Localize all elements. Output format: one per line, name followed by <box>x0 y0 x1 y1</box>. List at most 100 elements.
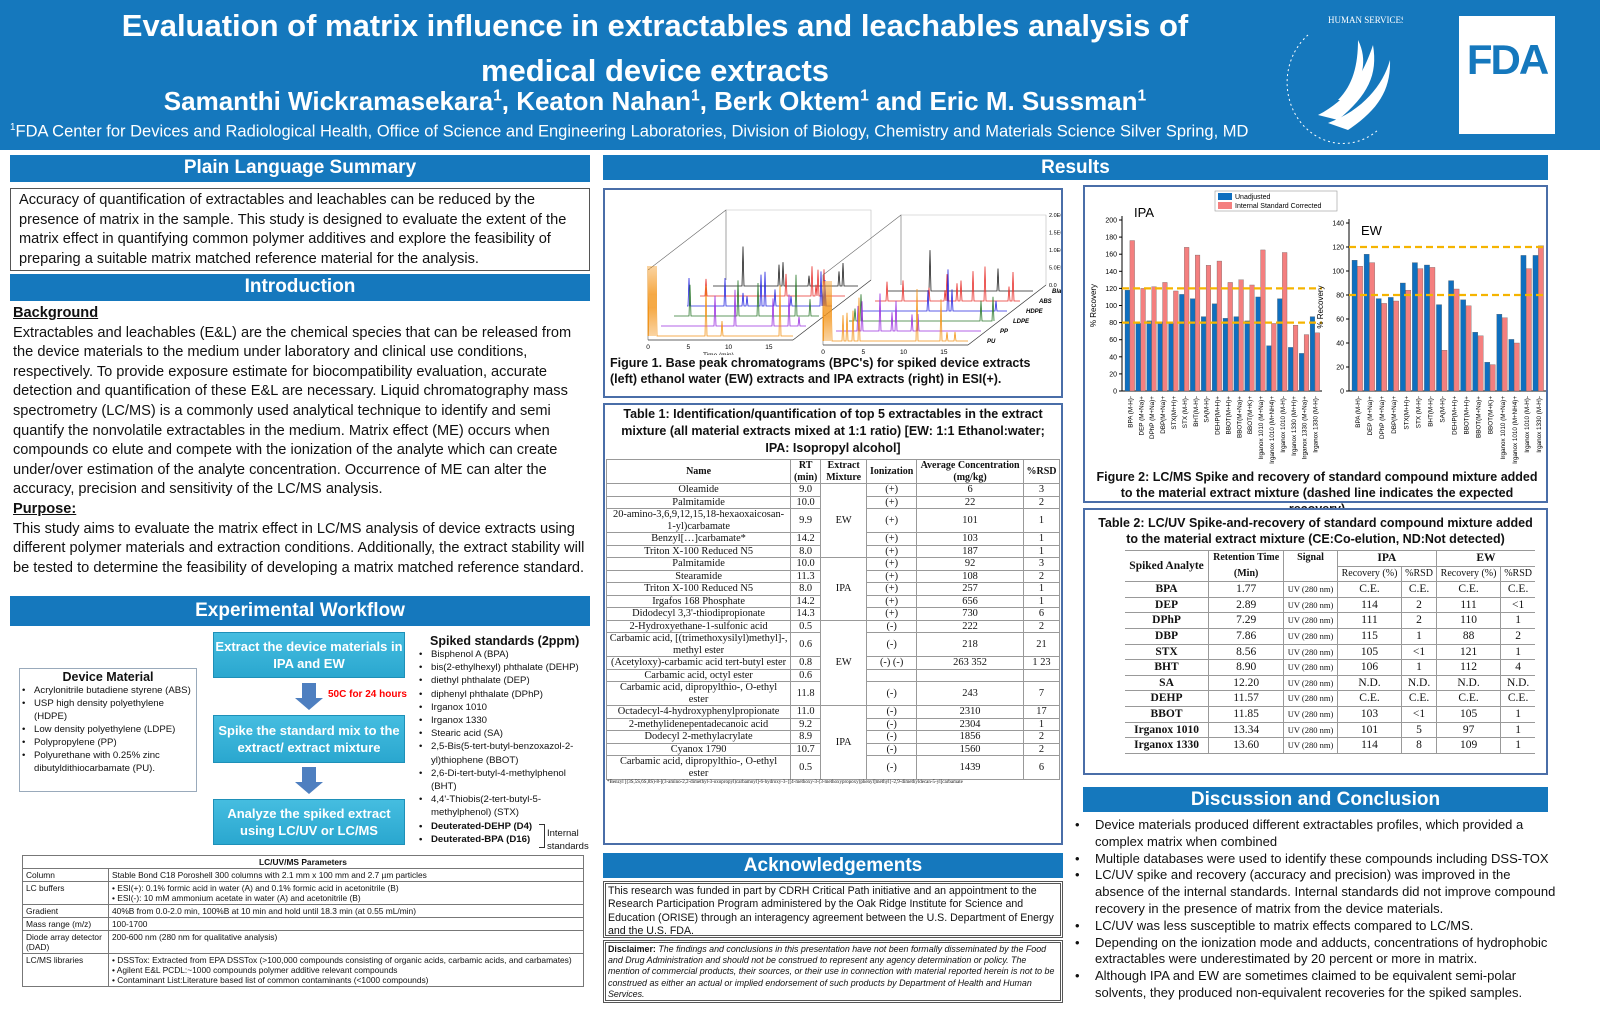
retention-time: 0.8 <box>790 656 822 670</box>
table-1-row: Carbamic acid, dipropylthio-, O-ethyl es… <box>605 755 1060 780</box>
sample-label: Blank <box>1052 289 1061 295</box>
ionization: (-) <box>866 632 918 657</box>
y-axis-label: % Recovery <box>1316 285 1325 328</box>
internal-standard-item: Deuterated-BPA (D16) <box>417 833 593 846</box>
parameter-value-line: • ESI(-): 10 mM ammonium acetate in wate… <box>112 893 361 903</box>
rsd: 2 <box>1023 742 1060 756</box>
table-2-row: SA 12.20 UV (280 nm) N.D. N.D. N.D. N.D. <box>1125 674 1535 692</box>
x-tick-label: BHT(M-H)- <box>1193 396 1200 427</box>
discussion-bullet: Multiple databases were used to identify… <box>1073 851 1558 868</box>
device-material-item: Acrylonitrile butadiene styrene (ABS) <box>20 684 196 697</box>
signal: UV (280 nm) <box>1283 705 1338 723</box>
ionization: (+) <box>866 508 918 533</box>
ew-rsd: 1 <box>1500 721 1535 739</box>
section-header-acknowledgements: Acknowledgements <box>603 853 1063 878</box>
y-tick-label: 140 <box>1105 269 1117 276</box>
trace-hdpe <box>862 269 1007 312</box>
table-2-box: Table 2: LC/UV Spike-and-recovery of sta… <box>1083 508 1548 775</box>
discussion-bullet: Depending on the ionization mode and add… <box>1073 935 1558 969</box>
ionization <box>866 668 918 682</box>
signal: UV (280 nm) <box>1283 737 1338 754</box>
table-1-column-header: RT (min) <box>790 459 822 484</box>
col-retention-time: Retention Time (Min) <box>1208 549 1285 583</box>
y-tick-label: 80 <box>1336 293 1344 300</box>
bar-corrected <box>1227 282 1233 392</box>
table-1-row: Oleamide 9.0 EW (+) 6 3 <box>605 483 1060 558</box>
compound-name: Oleamide <box>605 483 792 497</box>
signal: UV (280 nm) <box>1283 643 1338 661</box>
table-1-row: Carbamic acid, dipropylthio-, O-ethyl es… <box>605 681 1060 706</box>
ew-rsd: <1 <box>1500 596 1535 614</box>
x-tick-label: BBOT(M+K)+ <box>1247 396 1254 434</box>
x-tick-label: Irganox 1010 (M-H)- <box>1280 396 1287 453</box>
x-tick-label: STX (M-H)- <box>1182 396 1189 428</box>
retention-time: 11.8 <box>790 681 822 706</box>
y-tick-label: 140 <box>1332 221 1344 228</box>
down-arrow-head <box>295 698 323 710</box>
signal: UV (280 nm) <box>1283 581 1338 598</box>
discussion-bullet: Although IPA and EW are sometimes claime… <box>1073 968 1558 1002</box>
average-concentration: 218 <box>916 632 1024 657</box>
compound-name: Cyanox 1790 <box>605 742 792 756</box>
extract-mixture: EW <box>820 483 868 558</box>
figure-2-box: 0 20 40 60 80 100 120 140 160 180 200% Recovery IPA… <box>1083 185 1548 516</box>
signal: UV (280 nm) <box>1283 690 1338 707</box>
affiliation: 1FDA Center for Devices and Radiological… <box>10 122 1249 141</box>
signal: UV (280 nm) <box>1283 721 1338 739</box>
signal: UV (280 nm) <box>1283 627 1338 645</box>
x-tick-label: DEP (M+Na)+ <box>1138 396 1145 436</box>
ipa-rsd: 1 <box>1401 659 1437 676</box>
bar-corrected <box>1140 288 1146 392</box>
compound-name: 2-methylidenepentadecanoic acid <box>605 717 792 731</box>
section-header-discussion: Discussion and Conclusion <box>1083 787 1548 812</box>
retention-time: 9.0 <box>790 483 822 497</box>
rsd: 21 <box>1023 632 1060 657</box>
parameter-row: Column Stable Bond C18 Poroshell 300 colu… <box>22 868 584 882</box>
average-concentration: 656 <box>916 594 1024 608</box>
table-2-row: BHT 8.90 UV (280 nm) 106 1 112 4 <box>1125 659 1535 676</box>
bar-corrected <box>1129 240 1135 392</box>
device-material-box: Device Material Acrylonitrile butadiene … <box>19 668 197 792</box>
parameter-label: Gradient <box>22 904 109 918</box>
lc-ms-parameters-table: LC/UV/MS Parameters Column Stable Bond C18… <box>22 855 584 987</box>
table-1-row: Octadecyl-4-hydroxyphenylpropionate 11.0 I… <box>605 705 1060 780</box>
table-2-row: DBP 7.86 UV (280 nm) 115 1 88 2 <box>1125 627 1535 645</box>
rsd: 6 <box>1023 755 1060 780</box>
ionization: (-) <box>866 755 918 780</box>
x-tick-label: DBP(M+Na)+ <box>1160 396 1167 434</box>
retention-time: 11.0 <box>790 705 822 719</box>
parameter-row: Mass range (m/z) 100-1700 <box>22 917 584 931</box>
legend-swatch <box>1218 202 1232 209</box>
workflow-step-spike: Spike the standard mix to the extract/ e… <box>213 715 405 763</box>
analyte: Irganox 1330 <box>1125 737 1210 754</box>
bar-corrected <box>1357 266 1363 392</box>
trace-hdpe <box>687 271 832 307</box>
retention-time: 8.0 <box>790 544 822 558</box>
bar-corrected <box>1514 342 1520 392</box>
acknowledgements-text: This research was funded in part by CDRH… <box>608 885 1054 937</box>
x-tick-label: 10 <box>725 344 733 351</box>
sample-label: LDPE <box>1013 319 1030 325</box>
y-axis-label: % Recovery <box>1089 284 1098 327</box>
x-tick-label: Irganox 1330 (M-H)- <box>1313 396 1320 453</box>
spiked-standard-item: Irganox 1330 <box>417 714 593 727</box>
title-line-1: Evaluation of matrix influence in extrac… <box>121 8 1189 43</box>
parameter-value-line: 40%B from 0.0-2.0 min, 100%B at 10 min a… <box>112 906 416 916</box>
average-concentration: 222 <box>916 619 1024 633</box>
section-header-introduction: Introduction <box>10 274 590 301</box>
table-1-footnote: *Benzyl [(3S,5S,6S,8S)-8-[(3-amino-2,2-d… <box>607 780 963 785</box>
bar-corrected <box>1151 286 1157 392</box>
compound-name: Benzyl[…]carbamate* <box>605 532 792 546</box>
signal: UV (280 nm) <box>1283 674 1338 692</box>
retention-time: 13.34 <box>1208 721 1285 739</box>
average-concentration: 22 <box>916 495 1024 509</box>
ipa-rsd: 8 <box>1401 737 1437 754</box>
parameter-label: LC buffers <box>22 881 109 905</box>
extraction-condition: 50C for 24 hours <box>328 689 407 700</box>
x-tick-label: BHT(M-H)- <box>1427 396 1434 427</box>
compound-name: Carbamic acid, octyl ester <box>605 668 792 682</box>
analyte: DPhP <box>1125 612 1210 629</box>
bar-unadjusted <box>1277 298 1283 392</box>
bar-unadjusted <box>1201 316 1207 392</box>
ew-rsd: C.E. <box>1500 581 1535 598</box>
